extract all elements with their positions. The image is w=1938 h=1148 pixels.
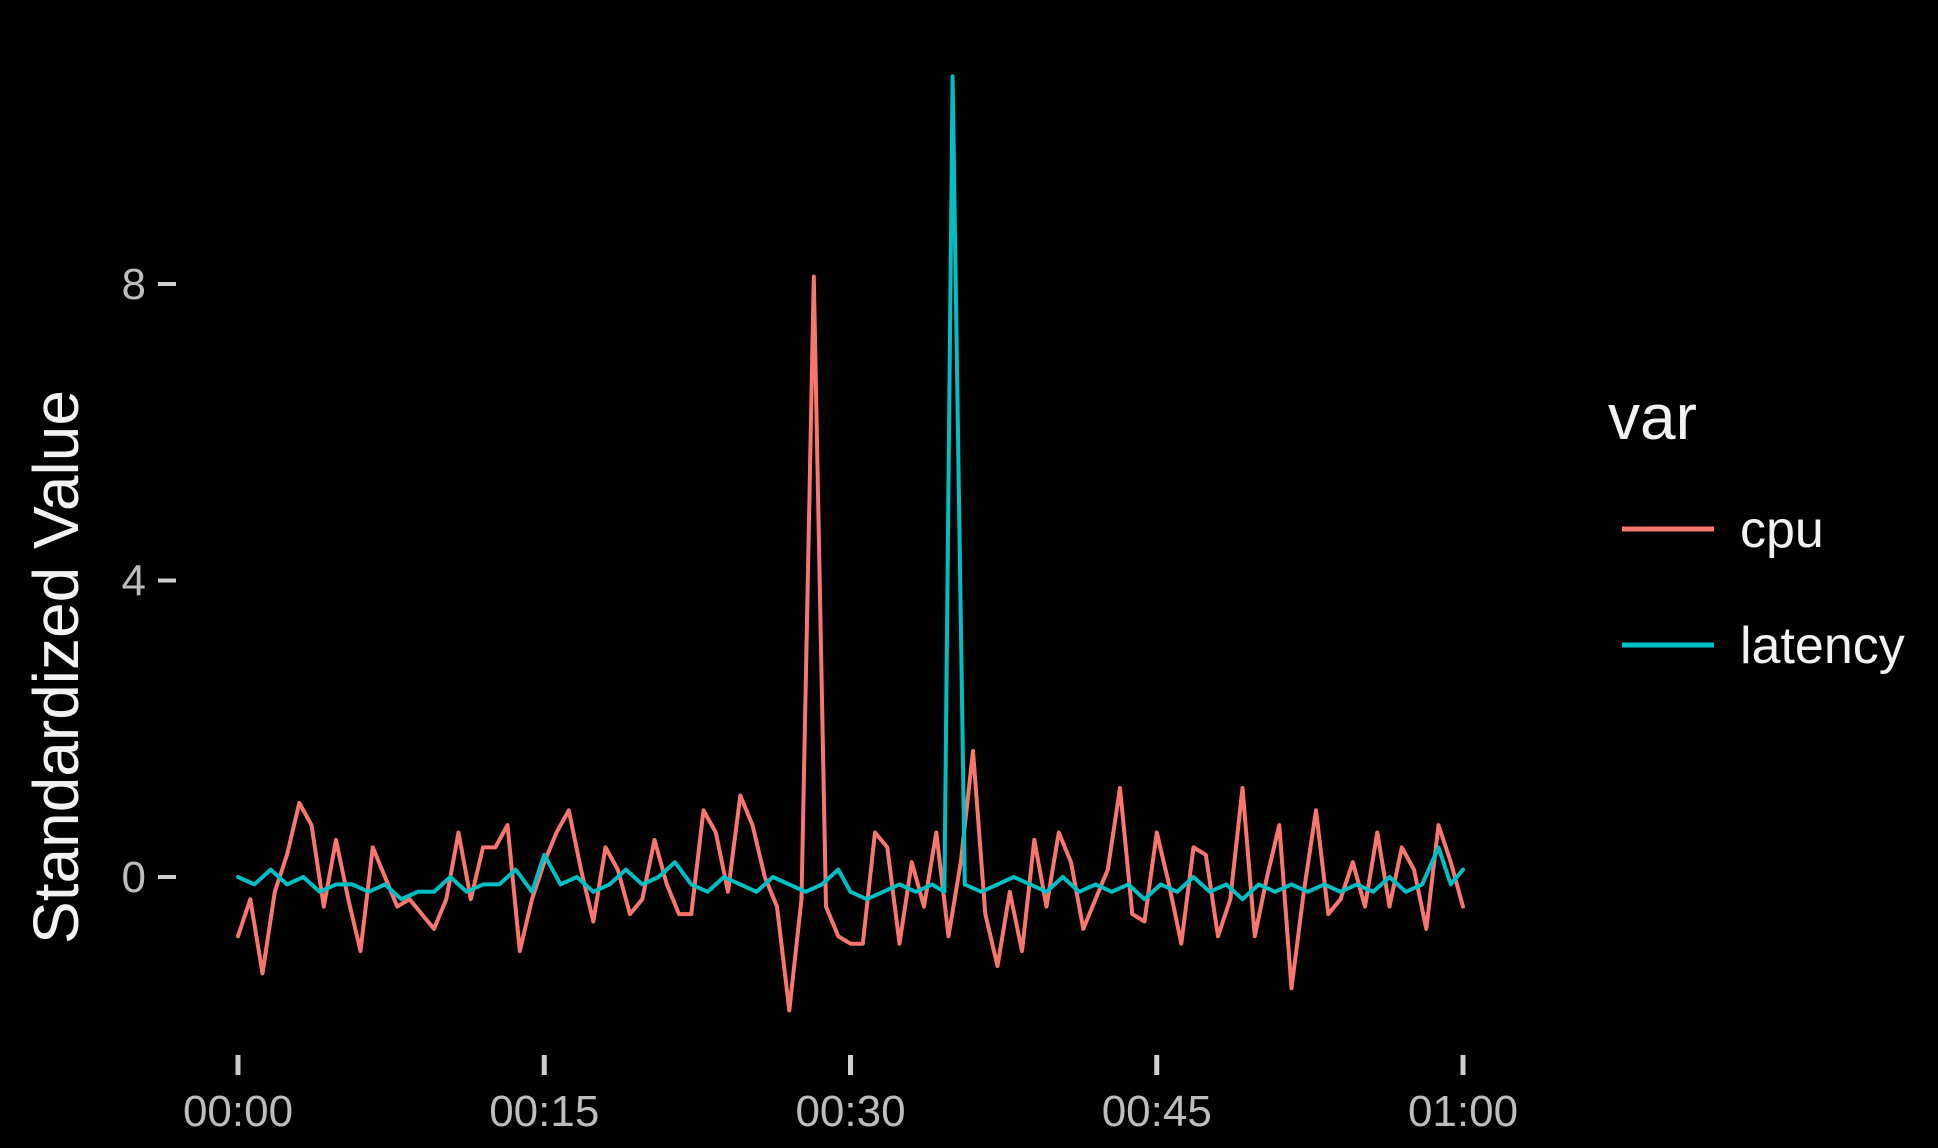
y-axis: 0 4 8 — [122, 260, 176, 902]
x-axis: 00:00 00:15 00:30 00:45 01:00 — [183, 1055, 1518, 1136]
series-line-cpu — [236, 274, 1465, 1013]
legend-label-latency: latency — [1740, 617, 1905, 675]
legend: var cpu latency — [1608, 381, 1905, 675]
y-tick-label: 0 — [122, 853, 146, 902]
y-tick-label: 8 — [122, 260, 146, 309]
x-tick-label: 00:30 — [795, 1087, 905, 1136]
x-tick-label: 00:00 — [183, 1087, 293, 1136]
y-axis-title: Standardized Value — [20, 390, 92, 944]
x-tick-label: 00:15 — [489, 1087, 599, 1136]
legend-label-cpu: cpu — [1740, 501, 1824, 559]
series-line-latency — [236, 74, 1465, 902]
x-tick-label: 00:45 — [1102, 1087, 1212, 1136]
legend-title: var — [1608, 381, 1697, 453]
y-tick-label: 4 — [122, 557, 146, 606]
x-tick-label: 01:00 — [1408, 1087, 1518, 1136]
series-layer — [236, 74, 1465, 1013]
